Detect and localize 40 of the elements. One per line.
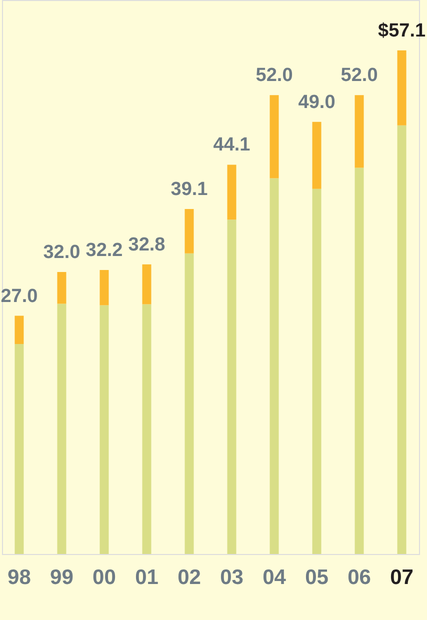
annotation: 27.0 (0, 286, 38, 307)
annotation: 52.0 (340, 65, 378, 86)
bar (227, 164, 236, 220)
annotation: 52.0 (256, 65, 293, 86)
x-tick-label: 00 (92, 566, 116, 589)
bar (270, 95, 279, 178)
bar (184, 209, 194, 254)
bar (14, 344, 24, 554)
text: $57.1 (378, 20, 426, 42)
bar (312, 122, 322, 189)
annotation: 32.2 (86, 240, 123, 261)
x-tick-label: 03 (220, 566, 244, 589)
bar (397, 50, 406, 126)
bar (354, 168, 364, 554)
bar (312, 188, 322, 554)
bar (227, 220, 236, 554)
bar (397, 125, 406, 554)
x-tick-label: 99 (50, 566, 74, 589)
x-tick-label: 05 (305, 566, 329, 589)
bar (100, 270, 109, 306)
x-tick-label: 01 (135, 566, 159, 589)
annotation: 49.0 (298, 92, 336, 113)
bar (354, 95, 364, 168)
bar (100, 305, 109, 554)
x-tick-label: 02 (178, 566, 201, 589)
annotation: 32.0 (43, 242, 80, 263)
bar (142, 304, 152, 554)
x-tick-label: 98 (8, 566, 32, 589)
bar (14, 316, 24, 344)
bar (57, 304, 66, 554)
bar (184, 253, 194, 554)
bar (142, 264, 152, 304)
bar (57, 272, 66, 304)
x-tick-label: 06 (348, 566, 371, 589)
annotation: 39.1 (170, 179, 208, 200)
x-tick-label: 07 (390, 566, 414, 589)
x-tick-label: 04 (262, 566, 286, 589)
bar (270, 178, 279, 554)
annotation: 32.8 (128, 234, 166, 256)
annotation: 44.1 (213, 134, 251, 156)
